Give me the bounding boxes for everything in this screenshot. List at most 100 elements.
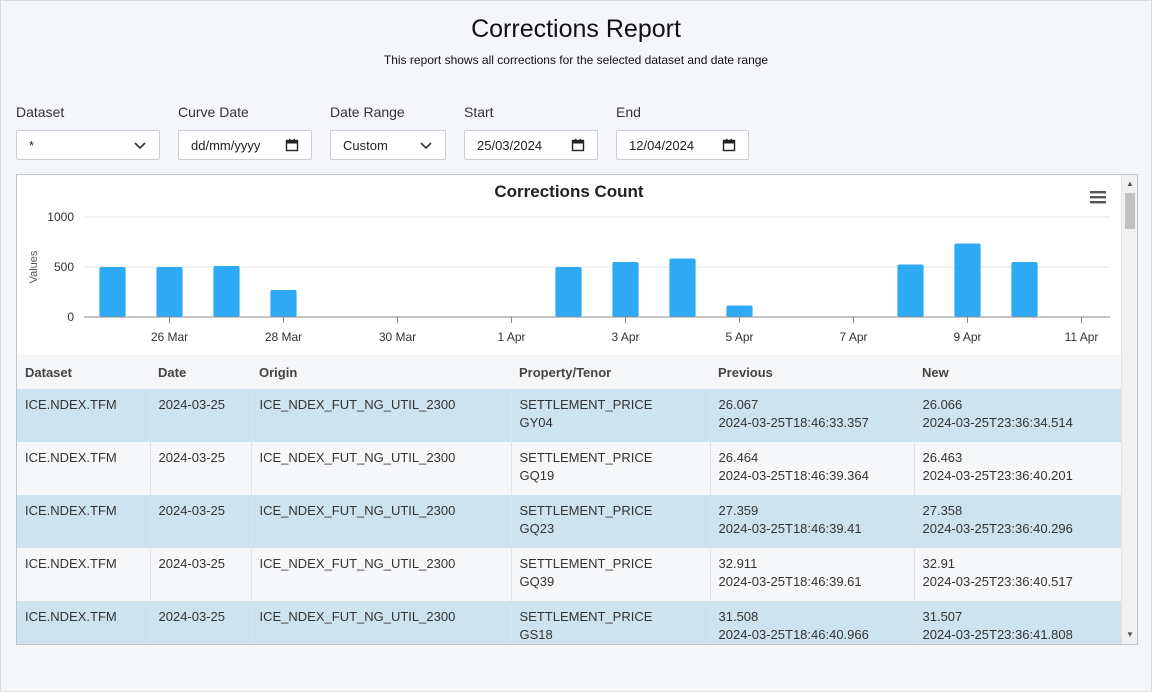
scroll-down-arrow-icon[interactable]: ▼	[1126, 630, 1134, 639]
cell-date: 2024-03-25	[149, 601, 251, 644]
chart-title: Corrections Count	[494, 182, 644, 201]
bar	[270, 290, 297, 317]
col-header-new[interactable]: New	[914, 355, 1121, 389]
table-row[interactable]: ICE.NDEX.TFM 2024-03-25 ICE_NDEX_FUT_NG_…	[17, 495, 1121, 548]
cell-property: SETTLEMENT_PRICE	[519, 503, 653, 518]
table-row[interactable]: ICE.NDEX.TFM 2024-03-25 ICE_NDEX_FUT_NG_…	[17, 389, 1121, 442]
cell-previous: 31.508 2024-03-25T18:46:40.966	[709, 601, 914, 644]
cell-property: SETTLEMENT_PRICE	[519, 609, 653, 624]
scroll-thumb[interactable]	[1125, 193, 1135, 229]
cell-prev-value: 32.911	[718, 556, 758, 571]
cell-property-tenor: SETTLEMENT_PRICE GS18	[510, 601, 710, 644]
table-row[interactable]: ICE.NDEX.TFM 2024-03-25 ICE_NDEX_FUT_NG_…	[17, 548, 1121, 601]
date-range-filter: Date Range Custom	[330, 104, 446, 160]
start-date-input[interactable]: 25/03/2024	[464, 130, 598, 160]
date-range-select[interactable]: Custom	[330, 130, 446, 160]
cell-tenor: GQ23	[519, 521, 555, 536]
cell-property-tenor: SETTLEMENT_PRICE GQ19	[510, 442, 710, 495]
bar	[897, 264, 924, 317]
col-header-dataset[interactable]: Dataset	[17, 355, 150, 389]
bar	[1011, 262, 1038, 317]
bar	[669, 258, 696, 317]
cell-new-time: 2024-03-25T23:36:40.201	[922, 468, 1073, 483]
cell-property-tenor: SETTLEMENT_PRICE GY04	[510, 389, 710, 442]
cell-prev-value: 26.464	[718, 450, 759, 465]
corrections-table: Dataset Date Origin Property/Tenor Previ…	[17, 355, 1121, 644]
cell-new: 26.463 2024-03-25T23:36:40.201	[913, 442, 1121, 495]
results-panel[interactable]: Corrections Count Values 0 500 1000 26 Mar 28 …	[16, 174, 1138, 645]
start-date-filter: Start 25/03/2024	[464, 104, 598, 160]
y-tick-label: 0	[67, 310, 74, 324]
cell-new: 32.91 2024-03-25T23:36:40.517	[913, 548, 1121, 601]
cell-prev-value: 31.508	[718, 609, 759, 624]
bar	[954, 243, 981, 317]
end-date-input[interactable]: 12/04/2024	[616, 130, 749, 160]
x-tick-label: 28 Mar	[265, 330, 302, 344]
cell-property: SETTLEMENT_PRICE	[519, 556, 653, 571]
bar	[726, 305, 753, 317]
bar	[156, 267, 183, 317]
cell-dataset: ICE.NDEX.TFM	[17, 548, 150, 601]
dataset-select[interactable]: *	[16, 130, 160, 160]
col-header-previous[interactable]: Previous	[710, 355, 914, 389]
cell-previous: 26.464 2024-03-25T18:46:39.364	[709, 442, 914, 495]
cell-previous: 32.911 2024-03-25T18:46:39.61	[709, 548, 914, 601]
cell-date: 2024-03-25	[149, 548, 251, 601]
page-subtitle: This report shows all corrections for th…	[383, 53, 769, 67]
table-row[interactable]: ICE.NDEX.TFM 2024-03-25 ICE_NDEX_FUT_NG_…	[17, 601, 1121, 644]
panel-scrollbar[interactable]: ▲ ▼	[1121, 175, 1137, 644]
menu-icon[interactable]	[1089, 189, 1107, 205]
x-tick-label: 5 Apr	[725, 330, 753, 344]
chart-canvas: Corrections Count Values 0 500 1000 26 Mar 28 …	[28, 182, 1110, 344]
col-header-date[interactable]: Date	[150, 355, 251, 389]
cell-date: 2024-03-25	[149, 495, 251, 548]
cell-new: 26.066 2024-03-25T23:36:34.514	[913, 389, 1121, 442]
table-header-row: Dataset Date Origin Property/Tenor Previ…	[17, 355, 1121, 389]
col-header-origin[interactable]: Origin	[251, 355, 511, 389]
cell-new: 27.358 2024-03-25T23:36:40.296	[913, 495, 1121, 548]
chevron-down-icon	[420, 142, 432, 150]
cell-prev-time: 2024-03-25T18:46:39.41	[718, 521, 862, 536]
cell-tenor: GQ19	[519, 468, 555, 483]
x-tick-label: 26 Mar	[151, 330, 188, 344]
col-header-property-tenor[interactable]: Property/Tenor	[511, 355, 710, 389]
dataset-label: Dataset	[16, 104, 65, 120]
calendar-icon[interactable]	[571, 138, 585, 152]
start-date-value: 25/03/2024	[477, 137, 543, 153]
cell-origin: ICE_NDEX_FUT_NG_UTIL_2300	[250, 601, 511, 644]
cell-prev-time: 2024-03-25T18:46:39.61	[718, 574, 862, 589]
x-tick-label: 11 Apr	[1065, 330, 1099, 344]
cell-prev-time: 2024-03-25T18:46:33.357	[718, 415, 869, 430]
cell-new-value: 26.463	[922, 450, 963, 465]
calendar-icon[interactable]	[722, 138, 736, 152]
cell-dataset: ICE.NDEX.TFM	[17, 442, 150, 495]
cell-new-value: 31.507	[922, 609, 963, 624]
cell-origin: ICE_NDEX_FUT_NG_UTIL_2300	[250, 495, 511, 548]
cell-dataset: ICE.NDEX.TFM	[17, 389, 150, 442]
cell-tenor: GY04	[519, 415, 553, 430]
table-row[interactable]: ICE.NDEX.TFM 2024-03-25 ICE_NDEX_FUT_NG_…	[17, 442, 1121, 495]
bar	[213, 266, 240, 317]
cell-prev-value: 27.359	[718, 503, 759, 518]
cell-new: 31.507 2024-03-25T23:36:41.808	[913, 601, 1121, 644]
scroll-up-arrow-icon[interactable]: ▲	[1126, 179, 1134, 188]
cell-property-tenor: SETTLEMENT_PRICE GQ39	[510, 548, 710, 601]
dataset-value: *	[29, 137, 35, 153]
cell-new-value: 26.066	[922, 397, 963, 412]
x-tick-label: 1 Apr	[497, 330, 525, 344]
curve-date-input[interactable]: dd/mm/yyyy	[178, 130, 312, 160]
end-date-label: End	[616, 104, 641, 120]
calendar-icon[interactable]	[285, 138, 299, 152]
cell-property-tenor: SETTLEMENT_PRICE GQ23	[510, 495, 710, 548]
x-tick-label: 9 Apr	[953, 330, 981, 344]
y-axis-label: Values	[28, 250, 40, 283]
cell-date: 2024-03-25	[149, 442, 251, 495]
cell-property: SETTLEMENT_PRICE	[519, 450, 653, 465]
curve-date-filter: Curve Date dd/mm/yyyy	[178, 104, 312, 160]
curve-date-placeholder: dd/mm/yyyy	[191, 137, 261, 153]
page-title: Corrections Report	[471, 15, 681, 43]
cell-new-time: 2024-03-25T23:36:40.517	[922, 574, 1073, 589]
cell-new-time: 2024-03-25T23:36:40.296	[922, 521, 1073, 536]
cell-new-time: 2024-03-25T23:36:41.808	[922, 627, 1073, 642]
